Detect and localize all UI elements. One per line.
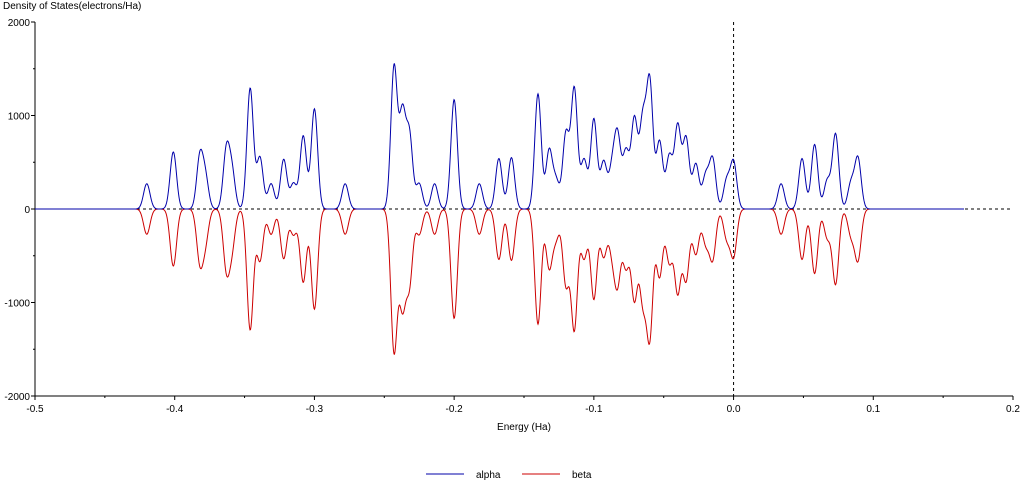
x-tick-label: -0.5 — [26, 404, 44, 415]
x-tick-label: 0.0 — [727, 404, 741, 415]
y-axis-title: Density of States(electrons/Ha) — [3, 1, 141, 12]
x-tick-label: -0.4 — [166, 404, 184, 415]
x-axis-title: Energy (Ha) — [497, 422, 551, 433]
x-tick-label: -0.3 — [306, 404, 324, 415]
legend-beta-label: beta — [572, 470, 592, 481]
series-alpha-line — [35, 63, 964, 210]
y-tick-label: -1000 — [4, 299, 30, 310]
legend-alpha-label: alpha — [476, 470, 501, 481]
y-tick-label: -2000 — [4, 392, 30, 403]
legend: alpha beta — [426, 470, 592, 481]
x-tick-label: 0.2 — [1006, 404, 1020, 415]
x-axis-ticks: -0.5 -0.4 -0.3 -0.2 -0.1 0.0 0.1 0.2 — [26, 396, 1020, 415]
y-tick-label: 1000 — [8, 112, 31, 123]
x-tick-label: -0.1 — [585, 404, 603, 415]
y-tick-label: 2000 — [8, 18, 31, 29]
y-tick-label: 0 — [24, 205, 30, 216]
series-beta-line — [35, 208, 964, 355]
x-tick-label: -0.2 — [446, 404, 464, 415]
x-tick-label: 0.1 — [866, 404, 880, 415]
